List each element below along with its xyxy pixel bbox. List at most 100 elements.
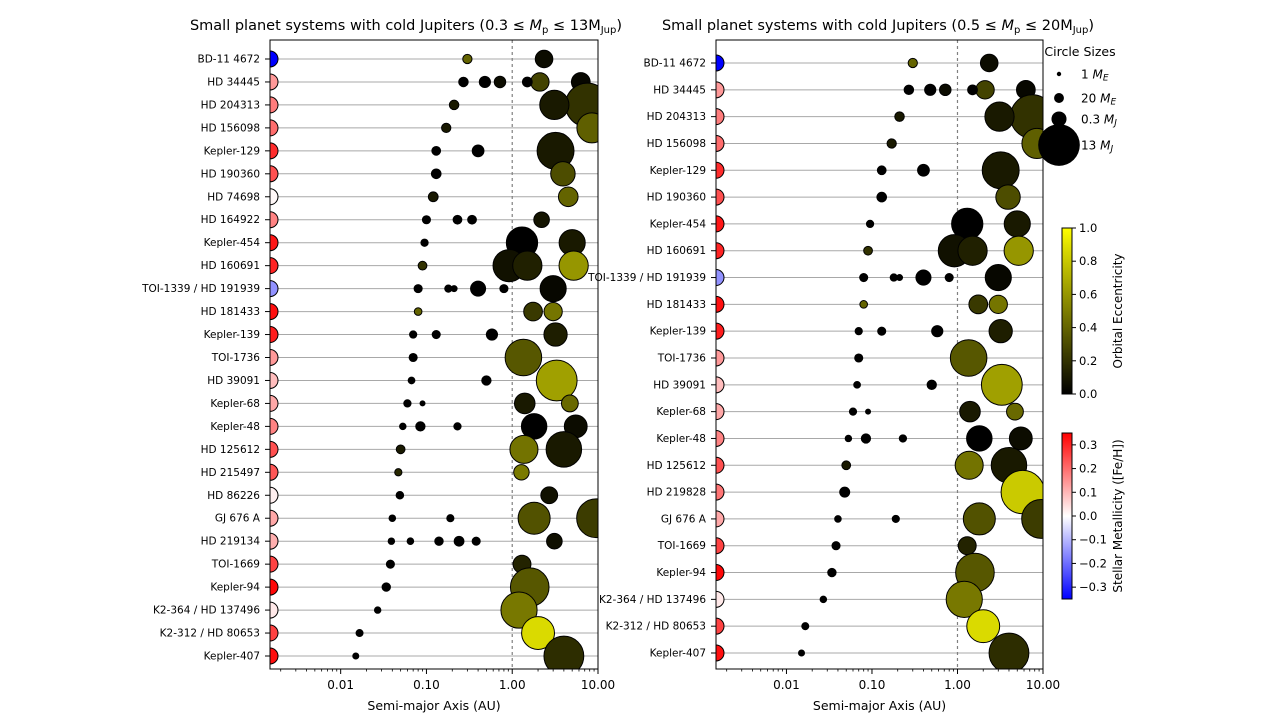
star-marker [716,510,725,528]
planet-marker [917,163,930,177]
star-marker [716,188,725,206]
star-marker [716,617,725,635]
planet-marker [557,186,579,208]
system-label: Kepler-407 [650,648,706,660]
x-tick-label: 1.00 [499,678,526,692]
planet-marker [417,260,428,271]
size-legend-label: 0.3 MJ [1081,113,1117,129]
planet-marker [352,652,360,660]
left-panel: BD-11 4672 HD 34445 HD 204313 HD 156098 Kepl… [141,18,622,713]
planet-marker [545,431,583,468]
planet-marker [403,399,412,408]
star-marker [716,564,725,582]
planet-marker [409,330,418,339]
size-legend-label: 1 ME [1081,68,1109,84]
star-marker [716,456,725,474]
star-marker [716,161,725,179]
size-legend-marker [1038,124,1080,166]
star-marker [270,463,279,481]
system-label: Kepler-139 [204,329,260,341]
eccentricity-colorbar: 0.0 0.2 0.4 0.6 0.8 1.0 Orbital Eccentricity [1061,221,1125,401]
star-marker [270,303,279,321]
planet-marker [576,112,598,144]
planet-marker [988,294,1008,314]
star-marker [270,211,279,229]
x-axis-label: Semi-major Axis (AU) [813,698,946,713]
planet-marker [415,421,426,432]
system-label: TOI-1736 [657,353,707,365]
planet-marker [966,425,993,452]
planet-marker [373,606,382,614]
planet-marker [485,328,499,341]
system-label: HD 125612 [201,444,260,456]
star-marker [270,188,279,206]
planet-marker [841,460,852,471]
star-marker [270,555,279,573]
planet-marker [801,622,810,631]
star-marker [270,326,279,344]
star-marker [270,96,279,114]
x-axis-label: Semi-major Axis (AU) [367,698,500,713]
planet-marker [558,250,589,281]
system-label: HD 34445 [653,84,706,96]
planet-marker [560,394,579,413]
planet-marker [966,609,1001,644]
metallicity-colorbar-gradient [1062,433,1072,599]
planet-marker [385,559,395,569]
planet-marker [420,238,429,247]
star-marker [716,242,725,260]
planet-marker [898,434,908,443]
planet-marker [959,400,981,423]
planet-marker [427,191,439,203]
planet-marker [533,211,550,229]
plot-area [716,40,1043,669]
system-label: HD 181433 [647,299,706,311]
metallicity-colorbar: −0.3 −0.2 −0.1 0.0 0.1 0.2 0.3 Stellar Metallic… [1061,432,1125,600]
size-legend: Circle Sizes 1 ME 20 ME 0.3 MJ 13 MJ [1038,44,1117,166]
planet-marker [512,250,543,281]
planet-marker [954,450,984,480]
star-marker [716,295,725,313]
planet-marker [413,307,423,316]
star-marker [270,234,279,252]
planet-marker [481,375,492,386]
planet-marker [452,214,463,225]
planet-marker [550,161,576,187]
star-marker [716,269,725,287]
system-label: Kepler-454 [204,237,261,249]
planet-marker [798,649,806,657]
metallicity-colorbar-tick-label: 0.3 [1079,438,1097,452]
planet-marker [926,379,937,390]
system-label: Kepler-48 [210,421,260,433]
system-label: HD 74698 [207,191,260,203]
planet-marker [453,535,465,547]
system-label: TOI-1736 [211,352,261,364]
planet-marker [903,84,915,96]
eccentricity-colorbar-frame [1061,227,1073,395]
metallicity-colorbar-tick-label: −0.2 [1079,556,1107,570]
x-tick-label: 0.10 [413,678,440,692]
plot-area [270,40,598,669]
planet-marker [984,101,1015,132]
planet-marker [1006,402,1024,421]
planet-marker [854,327,863,336]
planet-marker [894,111,905,122]
planet-marker [839,486,851,498]
star-marker [270,349,279,366]
planet-marker [865,408,872,415]
planet-marker [458,76,469,88]
planet-marker [388,514,397,523]
system-label: HD 160691 [201,260,260,272]
star-marker [716,134,725,152]
star-marker [716,322,725,340]
planet-marker [896,274,904,282]
eccentricity-colorbar-tick-label: 0.6 [1079,287,1097,301]
system-label: HD 86226 [207,490,260,502]
eccentricity-colorbar-label: Orbital Eccentricity [1111,253,1125,368]
plot-frame [715,39,1044,670]
planet-marker [834,515,842,523]
system-label: Kepler-48 [656,433,706,445]
planet-marker [478,75,491,89]
star-marker [270,394,279,412]
star-marker [716,483,725,501]
